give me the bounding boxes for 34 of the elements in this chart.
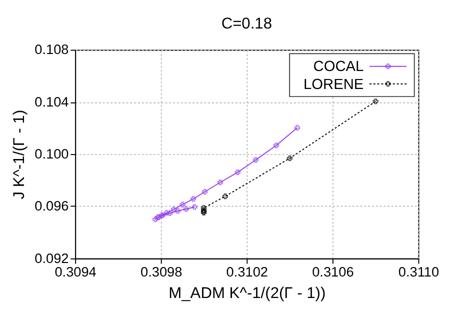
point <box>167 210 173 216</box>
point <box>222 194 228 200</box>
point <box>183 206 189 212</box>
point <box>294 124 300 131</box>
legend-label: COCAL <box>313 59 364 76</box>
point <box>202 188 208 195</box>
point <box>170 206 177 212</box>
point <box>287 155 293 162</box>
x-tick-label: 0.3098 <box>140 264 182 280</box>
point <box>273 142 280 148</box>
y-tick-label: 0.096 <box>34 198 69 214</box>
y-axis-title: J K^-1/(Γ - 1) <box>10 110 28 200</box>
point <box>192 204 198 210</box>
x-axis-title: M_ADM K^-1/(2(Γ - 1)) <box>168 284 326 302</box>
x-tick-label: 0.3094 <box>54 264 97 280</box>
y-tick-label: 0.104 <box>34 94 70 110</box>
point <box>164 210 170 216</box>
point <box>234 170 240 176</box>
point <box>175 208 181 214</box>
point <box>180 202 186 208</box>
legend-label: LORENE <box>304 76 364 93</box>
point <box>218 180 224 186</box>
point <box>152 216 158 222</box>
x-tick-label: 0.3106 <box>312 264 354 280</box>
y-tick-label: 0.100 <box>34 146 70 162</box>
point <box>252 157 258 163</box>
chart-title: C=0.18 <box>221 15 272 32</box>
point <box>190 196 196 202</box>
x-tick-label: 0.3102 <box>226 264 268 280</box>
x-tick-label: 0.3110 <box>398 264 440 280</box>
point <box>372 98 378 104</box>
y-tick-label: 0.108 <box>34 42 69 58</box>
point <box>200 205 207 211</box>
y-tick-label: 0.092 <box>34 250 69 266</box>
